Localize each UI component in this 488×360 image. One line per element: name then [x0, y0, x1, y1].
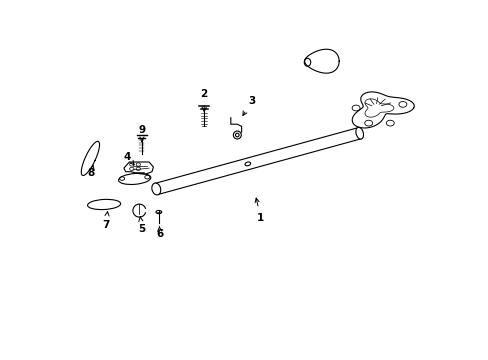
- Text: 3: 3: [243, 96, 255, 116]
- Ellipse shape: [351, 105, 359, 111]
- Text: 7: 7: [102, 212, 109, 230]
- Polygon shape: [123, 162, 153, 174]
- Text: 9: 9: [138, 125, 145, 141]
- Ellipse shape: [398, 102, 406, 107]
- Text: 6: 6: [156, 226, 163, 239]
- Text: 1: 1: [255, 198, 264, 223]
- Text: 2: 2: [200, 89, 207, 111]
- Ellipse shape: [364, 120, 372, 126]
- Polygon shape: [364, 99, 393, 117]
- Ellipse shape: [386, 120, 393, 126]
- Text: 4: 4: [123, 152, 134, 165]
- Ellipse shape: [304, 58, 310, 66]
- Ellipse shape: [152, 183, 161, 195]
- Ellipse shape: [355, 127, 363, 139]
- Text: 8: 8: [88, 165, 95, 178]
- Text: 5: 5: [138, 217, 145, 234]
